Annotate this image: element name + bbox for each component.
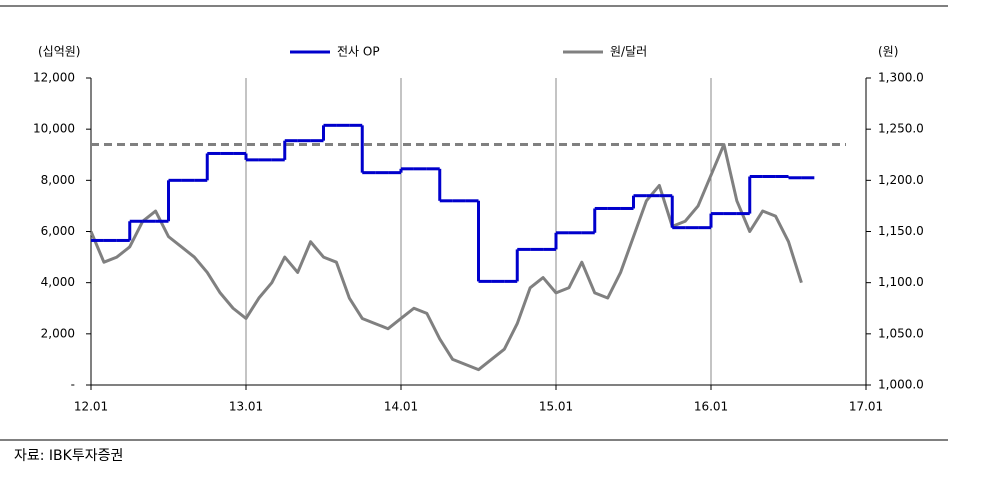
y2-axis-label: (원) bbox=[878, 45, 898, 59]
y2-tick-label: 1,100.0 bbox=[878, 275, 924, 289]
y-tick-label: 4,000 bbox=[41, 275, 75, 289]
y-tick-label: - bbox=[71, 378, 75, 392]
x-tick-label: 13.01 bbox=[229, 400, 263, 414]
y2-tick-label: 1,250.0 bbox=[878, 122, 924, 136]
x-tick-label: 17.01 bbox=[849, 400, 883, 414]
x-tick-label: 15.01 bbox=[539, 400, 573, 414]
legend-label: 원/달러 bbox=[610, 45, 647, 59]
y2-tick-label: 1,150.0 bbox=[878, 224, 924, 238]
y2-tick-label: 1,300.0 bbox=[878, 71, 924, 85]
x-tick-label: 16.01 bbox=[694, 400, 728, 414]
source: 자료: IBK투자증권 bbox=[14, 448, 123, 464]
y2-tick-label: 1,200.0 bbox=[878, 173, 924, 187]
series-line bbox=[89, 143, 803, 372]
y2-tick-label: 1,000.0 bbox=[878, 378, 924, 392]
y-tick-label: 10,000 bbox=[33, 122, 75, 136]
y-tick-label: 6,000 bbox=[41, 224, 75, 238]
y-tick-label: 12,000 bbox=[33, 71, 75, 85]
x-tick-label: 14.01 bbox=[384, 400, 418, 414]
legend-label: 전사 OP bbox=[337, 45, 380, 59]
y-axis-label: (십억원) bbox=[38, 45, 80, 59]
y-tick-label: 2,000 bbox=[41, 326, 75, 340]
y2-tick-label: 1,050.0 bbox=[878, 326, 924, 340]
x-tick-label: 12.01 bbox=[74, 400, 108, 414]
y-tick-label: 8,000 bbox=[41, 173, 75, 187]
